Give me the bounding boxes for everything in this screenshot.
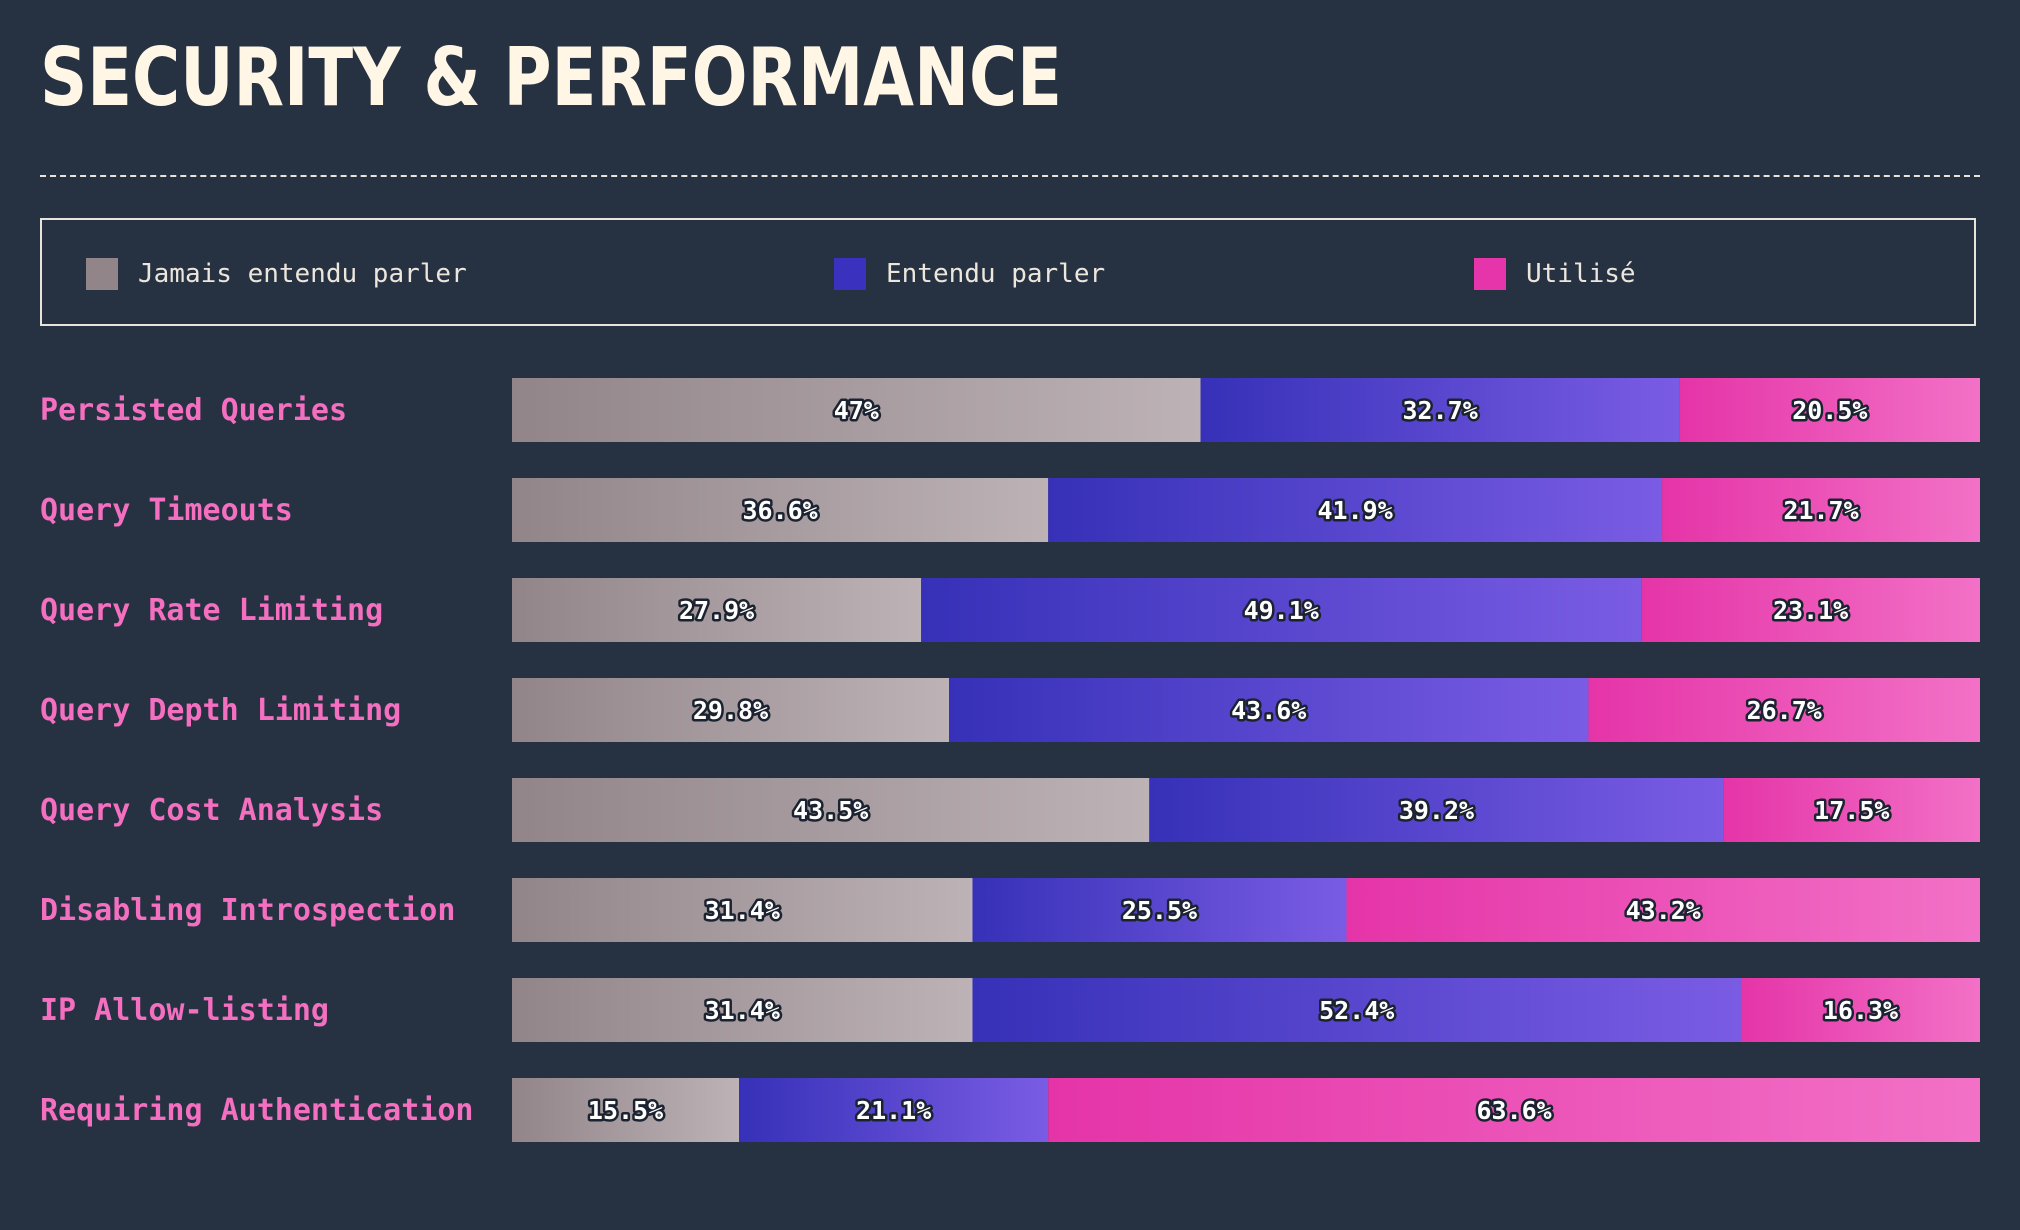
legend-label-heard: Entendu parler <box>886 259 1106 289</box>
bar-segment-heard[interactable] <box>1149 778 1724 842</box>
legend-swatch-used <box>1474 258 1506 290</box>
bar-value-label: 47% <box>834 396 879 425</box>
legend-swatch-heard <box>834 258 866 290</box>
row-label: Persisted Queries <box>40 393 347 428</box>
bar-value-label: 15.5% <box>588 1096 663 1125</box>
bar-value-label: 26.7% <box>1747 696 1822 725</box>
bar-value-label: 29.8% <box>693 696 768 725</box>
bar-segment-used[interactable] <box>1588 678 1980 742</box>
legend-swatch-never-heard <box>86 258 118 290</box>
bar-segment-heard[interactable] <box>949 678 1589 742</box>
bar-value-label: 27.9% <box>679 596 754 625</box>
bar-segment-never-heard[interactable] <box>512 478 1049 542</box>
title-divider <box>40 175 1980 177</box>
bar-value-label: 49.1% <box>1244 596 1319 625</box>
bar-segment-never-heard[interactable] <box>512 978 973 1042</box>
bar-value-label: 63.6% <box>1476 1096 1551 1125</box>
bar-segment-never-heard[interactable] <box>512 378 1201 442</box>
bar-value-label: 43.5% <box>793 796 868 825</box>
bar-value-label: 17.5% <box>1814 796 1889 825</box>
bar-value-label: 41.9% <box>1318 496 1393 525</box>
bar-segment-used[interactable] <box>1740 978 1980 1042</box>
bar-segment-never-heard[interactable] <box>512 578 922 642</box>
bar-value-label: 23.1% <box>1773 596 1848 625</box>
legend-item-heard[interactable]: Entendu parler <box>834 258 1105 290</box>
row-label: Query Depth Limiting <box>40 693 401 728</box>
bar-segment-never-heard[interactable] <box>512 878 973 942</box>
bar-value-label: 31.4% <box>705 896 780 925</box>
legend: Jamais entendu parler Entendu parler Uti… <box>40 218 1976 326</box>
bar-value-label: 32.7% <box>1402 396 1477 425</box>
bar-segment-heard[interactable] <box>1200 378 1680 442</box>
bar-segment-used[interactable] <box>1679 378 1980 442</box>
bar-segment-used[interactable] <box>1662 478 1980 542</box>
row-label: Requiring Authentication <box>40 1093 473 1128</box>
bar-value-label: 36.6% <box>742 496 817 525</box>
bar-value-label: 31.4% <box>705 996 780 1025</box>
bar-segment-never-heard[interactable] <box>512 678 950 742</box>
bar-segment-used[interactable] <box>1641 578 1980 642</box>
bar-segment-never-heard[interactable] <box>512 778 1150 842</box>
bar-segment-used[interactable] <box>1048 1078 1980 1142</box>
bar-segment-used[interactable] <box>1346 878 1980 942</box>
bar-value-label: 43.6% <box>1231 696 1306 725</box>
bar-segment-heard[interactable] <box>1048 478 1663 542</box>
bar-value-label: 43.2% <box>1626 896 1701 925</box>
row-label: IP Allow-listing <box>40 993 329 1028</box>
legend-label-never-heard: Jamais entendu parler <box>138 259 467 289</box>
bar-segment-heard[interactable] <box>972 878 1347 942</box>
legend-item-used[interactable]: Utilisé <box>1474 258 1636 290</box>
bar-value-label: 21.7% <box>1783 496 1858 525</box>
row-label: Query Rate Limiting <box>40 593 383 628</box>
bar-value-label: 21.1% <box>856 1096 931 1125</box>
bar-value-label: 39.2% <box>1399 796 1474 825</box>
bar-segment-heard[interactable] <box>739 1078 1049 1142</box>
bar-value-label: 25.5% <box>1122 896 1197 925</box>
bar-value-label: 16.3% <box>1823 996 1898 1025</box>
legend-label-used: Utilisé <box>1526 259 1636 289</box>
legend-item-never-heard[interactable]: Jamais entendu parler <box>86 258 467 290</box>
row-label: Query Timeouts <box>40 493 293 528</box>
bar-value-label: 52.4% <box>1319 996 1394 1025</box>
bar-segment-never-heard[interactable] <box>512 1078 740 1142</box>
bar-segment-used[interactable] <box>1723 778 1980 842</box>
chart-title: SECURITY & PERFORMANCE <box>40 31 1062 124</box>
row-label: Query Cost Analysis <box>40 793 383 828</box>
bar-segment-heard[interactable] <box>972 978 1741 1042</box>
bar-value-label: 20.5% <box>1792 396 1867 425</box>
bar-segment-heard[interactable] <box>921 578 1642 642</box>
row-label: Disabling Introspection <box>40 893 455 928</box>
